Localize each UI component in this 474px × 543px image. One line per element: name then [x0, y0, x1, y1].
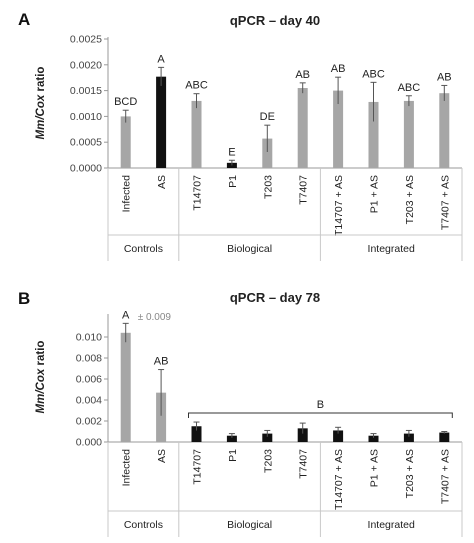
significance-label: ABC	[362, 68, 385, 80]
group-label: Biological	[227, 519, 272, 531]
y-tick-label: 0.008	[76, 353, 102, 365]
panel-label: B	[18, 289, 30, 308]
significance-label: A	[122, 309, 130, 321]
y-tick-label: 0.006	[76, 374, 102, 386]
significance-label: DE	[260, 111, 275, 123]
x-tick-label: T203	[262, 449, 274, 473]
bar	[297, 428, 308, 442]
x-tick-label: T14707	[192, 175, 204, 211]
chart-title: qPCR – day 78	[230, 290, 320, 305]
significance-label: AB	[331, 63, 346, 75]
panel-label: A	[18, 10, 30, 29]
y-tick-label: 0.0000	[70, 163, 102, 175]
y-axis-label: Mm/Cox ratio	[35, 341, 47, 414]
y-tick-label: 0.0025	[70, 34, 102, 46]
group-label: Integrated	[368, 243, 415, 255]
y-tick-label: 0.010	[76, 332, 102, 344]
chart-title: qPCR – day 40	[230, 13, 320, 28]
bar	[297, 88, 308, 168]
significance-bracket	[188, 412, 453, 418]
bar	[226, 435, 237, 442]
bar	[156, 392, 167, 442]
bar	[156, 76, 167, 168]
x-tick-label: P1 + AS	[369, 175, 381, 213]
x-tick-label: AS	[156, 449, 168, 463]
bar	[368, 435, 379, 442]
bar	[439, 432, 450, 442]
significance-label: ABC	[185, 80, 208, 92]
bar	[262, 138, 273, 168]
x-tick-label: T7407 + AS	[439, 175, 451, 230]
y-tick-label: 0.0015	[70, 85, 102, 97]
bar	[120, 116, 131, 168]
x-tick-label: Infected	[121, 175, 133, 213]
error-annotation: ± 0.009	[138, 312, 172, 323]
x-tick-label: T7407	[298, 175, 310, 205]
bar	[120, 332, 131, 442]
bar	[191, 100, 202, 168]
group-label: Controls	[124, 519, 163, 531]
x-tick-label: T7407	[298, 449, 310, 479]
y-tick-label: 0.002	[76, 416, 102, 428]
x-tick-label: T203	[262, 175, 274, 199]
x-tick-label: T14707	[192, 449, 204, 485]
bar	[403, 433, 414, 442]
group-label: Integrated	[368, 519, 415, 531]
x-tick-label: Infected	[121, 449, 133, 487]
y-tick-label: 0.004	[76, 395, 102, 407]
bar	[333, 90, 344, 168]
y-axis-label: Mm/Cox ratio	[35, 67, 47, 140]
y-axis-label-italic: Mm/Cox	[35, 368, 47, 413]
y-tick-label: 0.000	[76, 437, 102, 449]
bar	[333, 430, 344, 442]
y-tick-label: 0.0005	[70, 137, 102, 149]
significance-label: AB	[437, 71, 452, 83]
bar	[368, 101, 379, 168]
significance-label: E	[228, 146, 235, 158]
bar	[403, 100, 414, 168]
x-tick-label: T7407 + AS	[439, 449, 451, 504]
significance-label: ABC	[398, 82, 421, 94]
group-label: Biological	[227, 243, 272, 255]
y-axis-label-italic: Mm/Cox	[35, 94, 47, 139]
x-tick-label: P1	[227, 449, 239, 462]
significance-label: A	[157, 53, 165, 65]
x-tick-label: P1	[227, 175, 239, 188]
x-tick-label: P1 + AS	[369, 449, 381, 487]
y-tick-label: 0.0020	[70, 59, 102, 71]
x-tick-label: T203 + AS	[404, 175, 416, 224]
y-tick-label: 0.0010	[70, 111, 102, 123]
bar	[439, 93, 450, 168]
significance-label: B	[317, 399, 324, 411]
significance-label: BCD	[114, 96, 137, 108]
x-tick-label: T203 + AS	[404, 449, 416, 498]
bar	[191, 426, 202, 442]
bar	[262, 433, 273, 442]
y-axis-label-rest: ratio	[35, 341, 47, 369]
y-axis-label-rest: ratio	[35, 67, 47, 95]
significance-label: AB	[295, 69, 310, 81]
significance-label: AB	[154, 356, 169, 368]
x-tick-label: T14707 + AS	[333, 449, 345, 510]
group-label: Controls	[124, 243, 163, 255]
x-tick-label: AS	[156, 175, 168, 189]
x-tick-label: T14707 + AS	[333, 175, 345, 236]
